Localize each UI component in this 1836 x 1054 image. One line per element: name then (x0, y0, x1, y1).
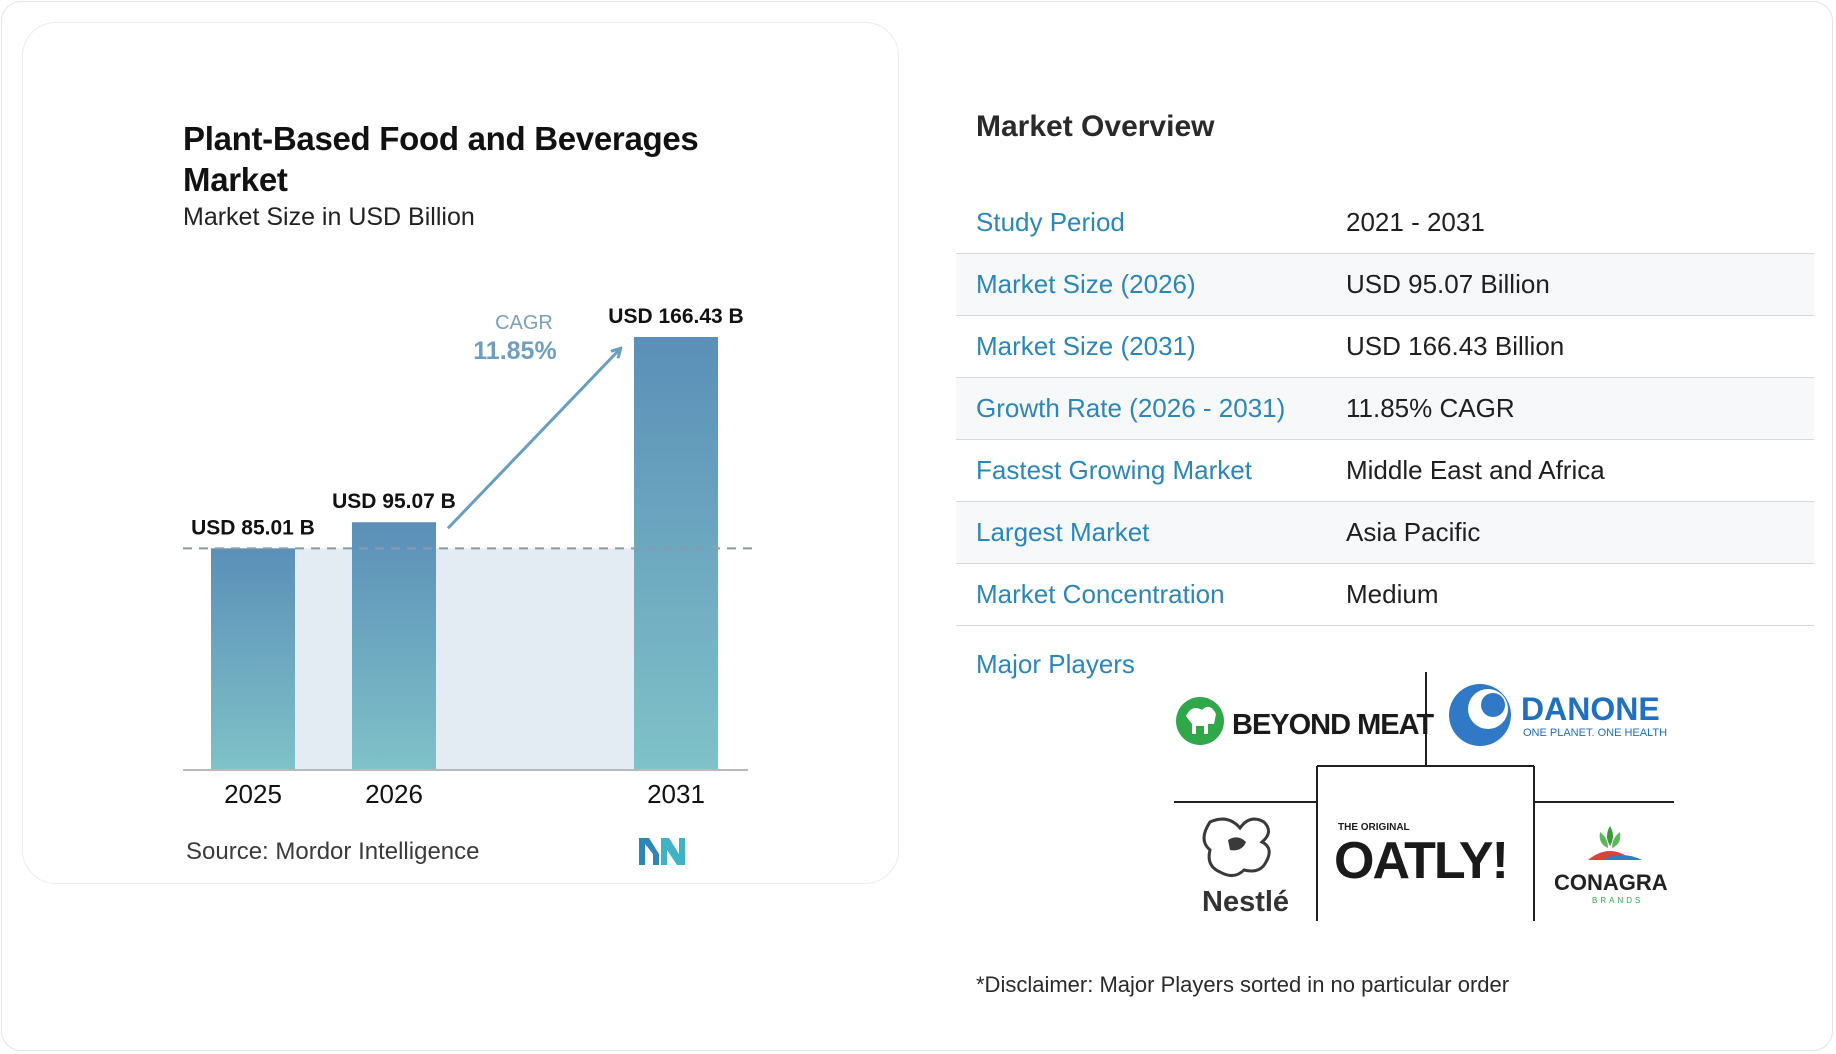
conagra-tagline: BRANDS (1592, 896, 1643, 905)
conagra-logo: CONAGRA BRANDS (1554, 826, 1668, 905)
overview-key: Market Size (2026) (956, 253, 1346, 316)
cagr-label: CAGR (495, 312, 553, 334)
data-label-2031: USD 166.43 B (608, 305, 743, 328)
overview-value: Medium (1346, 563, 1814, 626)
oatly-logo: THE ORIGINAL OATLY! (1334, 822, 1509, 890)
chart-subtitle: Market Size in USD Billion (183, 203, 475, 231)
overview-value: 11.85% CAGR (1346, 377, 1814, 440)
danone-name: DANONE (1521, 691, 1660, 727)
overview-row: Growth Rate (2026 - 2031) 11.85% CAGR (956, 377, 1814, 440)
overview-key: Fastest Growing Market (956, 439, 1346, 502)
source-text: Source: Mordor Intelligence (186, 838, 480, 865)
overview-key: Market Concentration (956, 563, 1346, 626)
overview-value: USD 166.43 Billion (1346, 315, 1814, 378)
overview-value: 2021 - 2031 (1346, 192, 1814, 254)
overview-row: Study Period 2021 - 2031 (956, 192, 1814, 254)
overview-value: Asia Pacific (1346, 501, 1814, 564)
overview-row: Fastest Growing Market Middle East and Af… (956, 439, 1814, 502)
oatly-tagline: THE ORIGINAL (1338, 822, 1410, 833)
x-tick-label-2025: 2025 (224, 779, 282, 809)
chart-title: Plant-Based Food and Beverages Market (183, 120, 699, 198)
beyond-meat-logo: BEYOND MEAT (1176, 697, 1435, 745)
cagr-value: 11.85% (473, 337, 556, 365)
overview-row: Largest Market Asia Pacific (956, 501, 1814, 564)
overview-value: USD 95.07 Billion (1346, 253, 1814, 316)
disclaimer-text: *Disclaimer: Major Players sorted in no … (976, 972, 1510, 997)
overview-table: Study Period 2021 - 2031 Market Size (202… (956, 192, 1814, 626)
bar-2025 (211, 548, 295, 769)
bar-2026 (352, 522, 436, 769)
bar-2031 (634, 337, 718, 769)
nestle-name: Nestlé (1202, 886, 1289, 918)
overview-key: Largest Market (956, 501, 1346, 564)
danone-logo: DANONE ONE PLANET. ONE HEALTH (1449, 684, 1667, 746)
bar-chart: USD 85.01 B 2025 USD 95.07 B 2026 USD 166.43… (183, 305, 752, 809)
cagr-arrow (446, 349, 620, 530)
overview-key: Growth Rate (2026 - 2031) (956, 377, 1346, 440)
conagra-name: CONAGRA (1554, 870, 1668, 895)
overview-row: Market Size (2031) USD 166.43 Billion (956, 315, 1814, 378)
overview-title: Market Overview (976, 110, 1215, 143)
overview-key: Market Size (2031) (956, 315, 1346, 378)
overview-key: Study Period (956, 192, 1346, 254)
overview-value: Middle East and Africa (1346, 439, 1814, 502)
overview-row: Market Size (2026) USD 95.07 Billion (956, 253, 1814, 316)
mordor-intelligence-logo (639, 838, 685, 865)
major-players-label: Major Players (976, 649, 1135, 679)
danone-tagline: ONE PLANET. ONE HEALTH (1523, 727, 1667, 739)
overview-row: Market Concentration Medium (956, 563, 1814, 626)
beyond-meat-name: BEYOND MEAT (1232, 709, 1434, 741)
x-tick-label-2026: 2026 (365, 779, 423, 809)
data-label-2025: USD 85.01 B (191, 516, 315, 539)
nestle-logo: Nestlé (1202, 817, 1289, 918)
x-tick-label-2031: 2031 (647, 779, 705, 809)
oatly-name: OATLY! (1334, 832, 1507, 890)
data-label-2026: USD 95.07 B (332, 490, 456, 513)
